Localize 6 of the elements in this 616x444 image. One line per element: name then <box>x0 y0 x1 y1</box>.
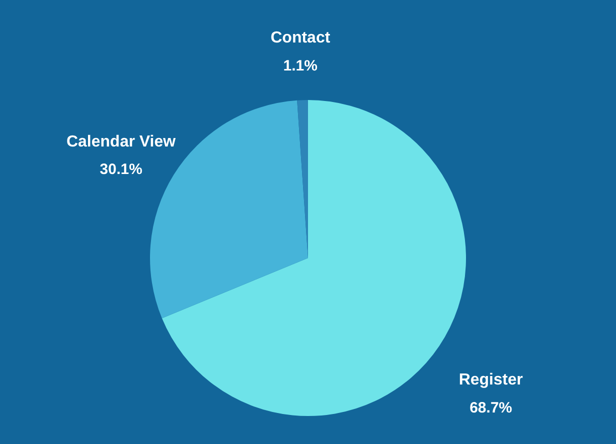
data-label: 1.1% <box>283 57 318 74</box>
slice-label: Contact <box>270 30 331 47</box>
slice-label: Register <box>458 372 523 389</box>
data-label: 30.1% <box>100 161 142 178</box>
slice-label: Calendar View <box>66 133 176 150</box>
data-label: 68.7% <box>470 399 512 416</box>
